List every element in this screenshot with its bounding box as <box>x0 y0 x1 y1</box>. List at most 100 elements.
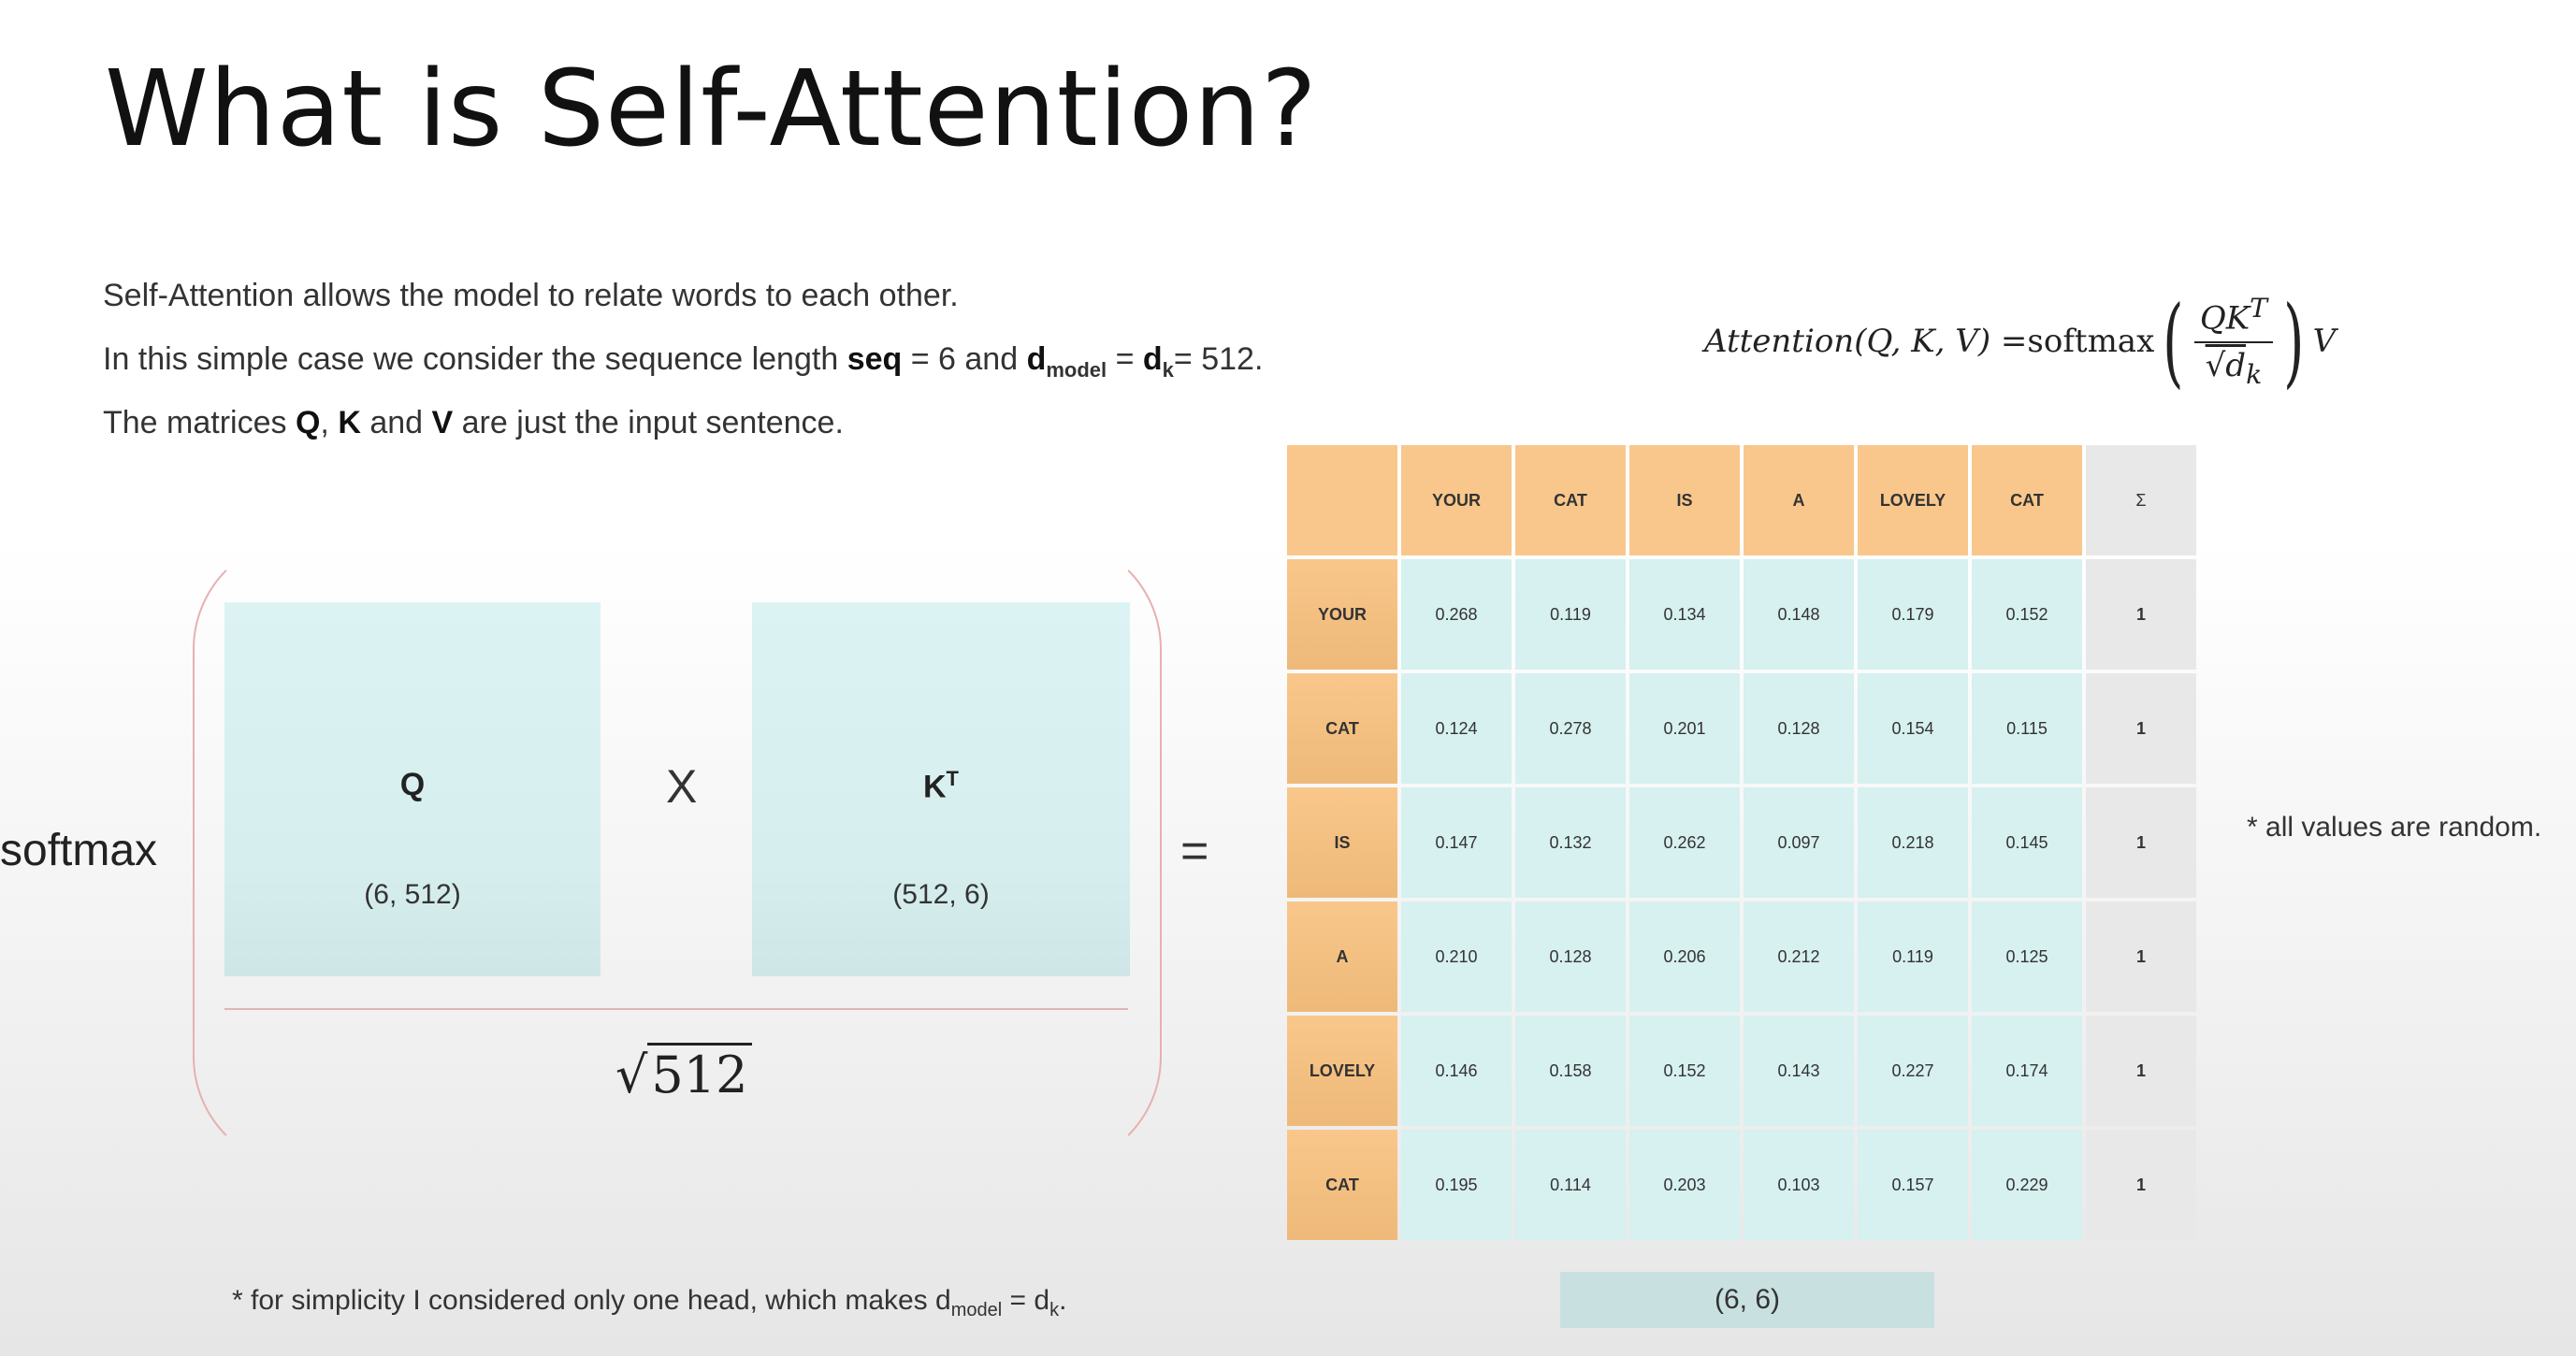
intro-line-2-part: In this simple case we consider the sequ… <box>103 341 847 377</box>
fraction-bar <box>224 1008 1128 1010</box>
table-row: IS 0.147 0.132 0.262 0.097 0.218 0.145 1 <box>1287 787 2196 898</box>
col-header: A <box>1744 445 1854 555</box>
table-cell: 0.147 <box>1401 787 1512 898</box>
table-cell: 0.229 <box>1972 1130 2082 1240</box>
sqrt-value: 512 <box>647 1043 752 1104</box>
row-header: CAT <box>1287 1130 1397 1240</box>
dmodel-term: d <box>1026 341 1047 377</box>
kt-matrix-dim: (512, 6) <box>892 879 990 910</box>
col-header: CAT <box>1972 445 2082 555</box>
v-term: V <box>431 405 454 440</box>
table-cell: 0.115 <box>1972 673 2082 784</box>
single-head-note-sub: model <box>950 1300 1003 1320</box>
q-matrix: Q (6, 512) <box>224 602 601 976</box>
intro-line-3: The matrices Q, K and V are just the inp… <box>103 402 844 443</box>
equals-symbol: = <box>1180 824 1209 878</box>
kt-matrix: KT (512, 6) <box>752 602 1130 976</box>
dmodel-subscript: model <box>1046 357 1107 382</box>
intro-line-3-part: The matrices <box>103 405 296 440</box>
table-cell: 0.210 <box>1401 902 1512 1012</box>
formula-denominator-text: √d <box>2205 346 2247 384</box>
table-cell: 0.278 <box>1515 673 1626 784</box>
table-cell: 0.119 <box>1858 902 1968 1012</box>
table-cell: 0.148 <box>1744 559 1854 670</box>
intro-line-2-part: = 6 and <box>902 341 1027 377</box>
formula-v: V <box>2312 323 2337 360</box>
intro-line-2-part: = 512. <box>1173 341 1264 377</box>
table-cell: 0.152 <box>1629 1016 1740 1126</box>
col-header: IS <box>1629 445 1740 555</box>
table-cell: 0.206 <box>1629 902 1740 1012</box>
single-head-note-text: . <box>1059 1285 1067 1316</box>
formula-fraction: QKT √dk <box>2193 293 2274 390</box>
softmax-label: softmax <box>0 826 158 875</box>
formula-lhs: Attention(Q, K, V) = <box>1704 323 2028 360</box>
table-cell: 0.212 <box>1744 902 1854 1012</box>
table-cell: 0.124 <box>1401 673 1512 784</box>
single-head-note-text: * for simplicity I considered only one h… <box>232 1285 951 1316</box>
table-cell: 0.119 <box>1515 559 1626 670</box>
intro-line-2-part: = <box>1107 341 1143 377</box>
q-term: Q <box>295 405 321 440</box>
formula-denominator-sub: k <box>2246 358 2263 390</box>
table-row: CAT 0.124 0.278 0.201 0.128 0.154 0.115 … <box>1287 673 2196 784</box>
row-header: A <box>1287 902 1397 1012</box>
k-term: K <box>338 405 361 440</box>
table-cell: 0.174 <box>1972 1016 2082 1126</box>
sqrt-symbol: √ <box>615 1046 648 1104</box>
table-cell: 0.154 <box>1858 673 1968 784</box>
table-cell: 0.145 <box>1972 787 2082 898</box>
row-sum: 1 <box>2086 559 2196 670</box>
intro-line-2: In this simple case we consider the sequ… <box>103 339 1263 391</box>
intro-line-3-part: are just the input sentence. <box>453 405 844 440</box>
table-cell: 0.268 <box>1401 559 1512 670</box>
single-head-note-text: = d <box>1002 1285 1050 1316</box>
table-cell: 0.158 <box>1515 1016 1626 1126</box>
header-row: YOUR CAT IS A LOVELY CAT Σ <box>1287 445 2196 555</box>
row-header: IS <box>1287 787 1397 898</box>
dk-term: d <box>1142 341 1163 377</box>
table-cell: 0.097 <box>1744 787 1854 898</box>
formula-numerator-text: QK <box>2199 299 2250 338</box>
single-head-note-sub: k <box>1049 1300 1060 1320</box>
table-row: CAT 0.195 0.114 0.203 0.103 0.157 0.229 … <box>1287 1130 2196 1240</box>
seq-term: seq <box>847 341 903 377</box>
single-head-note: * for simplicity I considered only one h… <box>232 1285 1066 1321</box>
sum-header: Σ <box>2086 445 2196 555</box>
table-row: LOVELY 0.146 0.158 0.152 0.143 0.227 0.1… <box>1287 1016 2196 1126</box>
dk-subscript: k <box>1162 357 1174 382</box>
formula-softmax: softmax <box>2027 323 2155 360</box>
col-header: CAT <box>1515 445 1626 555</box>
table-cell: 0.132 <box>1515 787 1626 898</box>
table-cell: 0.125 <box>1972 902 2082 1012</box>
q-matrix-label: Q <box>399 767 426 802</box>
right-paren-bracket <box>1038 537 1162 1169</box>
formula-denominator: √dk <box>2206 343 2263 390</box>
formula-numerator: QKT <box>2193 293 2274 343</box>
table-cell: 0.203 <box>1629 1130 1740 1240</box>
attention-matrix: YOUR CAT IS A LOVELY CAT Σ YOUR 0.268 0.… <box>1283 441 2200 1244</box>
row-header: CAT <box>1287 673 1397 784</box>
row-header: YOUR <box>1287 559 1397 670</box>
row-sum: 1 <box>2086 673 2196 784</box>
table-cell: 0.143 <box>1744 1016 1854 1126</box>
intro-line-3-part: and <box>360 405 432 440</box>
col-header: LOVELY <box>1858 445 1968 555</box>
sqrt-512: √512 <box>615 1043 752 1104</box>
corner-cell <box>1287 445 1397 555</box>
table-cell: 0.114 <box>1515 1130 1626 1240</box>
kt-matrix-label: KT <box>752 767 1130 805</box>
table-cell: 0.157 <box>1858 1130 1968 1240</box>
table-cell: 0.227 <box>1858 1016 1968 1126</box>
table-cell: 0.152 <box>1972 559 2082 670</box>
intro-line-3-part: , <box>320 405 339 440</box>
slide-title: What is Self-Attention? <box>105 49 1318 170</box>
table-cell: 0.218 <box>1858 787 1968 898</box>
table-cell: 0.201 <box>1629 673 1740 784</box>
table-cell: 0.103 <box>1744 1130 1854 1240</box>
row-sum: 1 <box>2086 787 2196 898</box>
q-matrix-dim: (6, 512) <box>364 879 461 910</box>
row-sum: 1 <box>2086 1130 2196 1240</box>
times-symbol: X <box>666 760 698 813</box>
left-paren-bracket <box>193 537 316 1169</box>
